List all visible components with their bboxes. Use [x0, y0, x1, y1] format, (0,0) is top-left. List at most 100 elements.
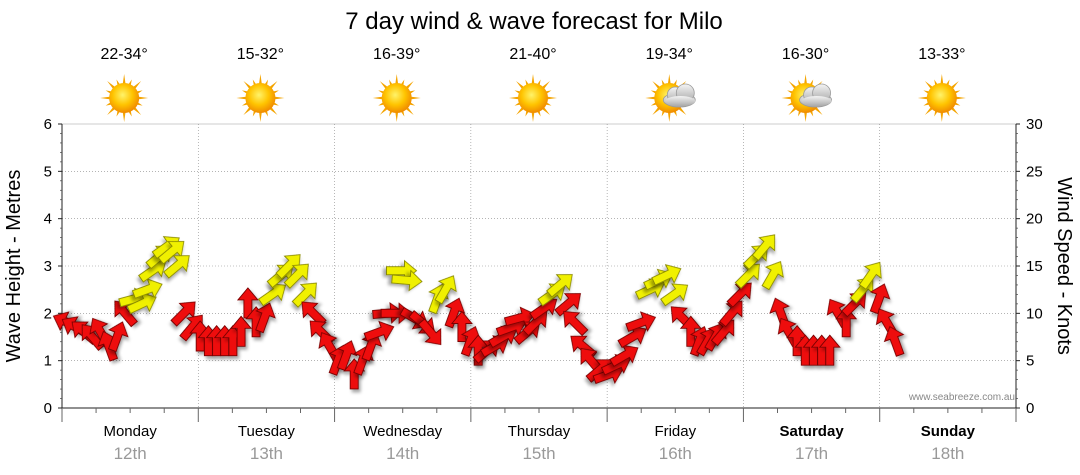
left-tick-label: 5	[44, 163, 52, 180]
day-date: 14th	[386, 444, 419, 463]
temp-range: 21-40°	[509, 46, 556, 63]
wind-arrow	[835, 306, 858, 338]
sun-ray	[395, 74, 399, 86]
left-tick-label: 4	[44, 211, 52, 228]
wind-arrow	[131, 278, 163, 299]
wind-arrow	[761, 261, 784, 291]
left-tick-label: 6	[44, 116, 52, 133]
partly-cloudy-icon	[645, 74, 696, 122]
cloud-part	[801, 96, 832, 106]
chart-title: 7 day wind & wave forecast for Milo	[345, 8, 723, 35]
wind-arrows	[52, 234, 905, 390]
sun-ray	[409, 96, 421, 100]
day-date: 15th	[522, 444, 555, 463]
day-name: Thursday	[508, 423, 571, 440]
day-header: 16-30°	[781, 46, 832, 122]
left-axis: 0 1 2 3 4 5 6	[44, 116, 63, 417]
sun-icon	[509, 74, 557, 122]
wind-arrow	[107, 321, 129, 353]
sun-disc	[926, 83, 957, 113]
wind-arrow	[363, 320, 395, 342]
sun-ray	[545, 96, 557, 100]
day-date: 13th	[250, 444, 283, 463]
wind-arrow	[710, 319, 735, 347]
wind-arrow	[283, 263, 309, 289]
sun-ray	[645, 96, 657, 100]
wind-arrow	[554, 293, 581, 317]
wind-arrow	[625, 311, 657, 332]
sun-ray	[258, 74, 262, 86]
temp-range: 16-30°	[782, 46, 829, 63]
day-header: 21-40°	[509, 46, 557, 122]
wind-arrow	[651, 264, 682, 286]
sun-disc	[245, 83, 276, 113]
right-tick-label: 10	[1026, 305, 1043, 322]
wind-arrow	[336, 340, 358, 372]
wind-arrow	[858, 261, 882, 290]
day-header: 22-34°	[100, 46, 149, 122]
sun-disc	[109, 83, 140, 113]
wind-arrow	[679, 315, 702, 347]
day-date: 12th	[114, 444, 147, 463]
wind-arrow	[417, 318, 442, 346]
right-tick-label: 15	[1026, 258, 1043, 275]
day-name: Wednesday	[363, 423, 442, 440]
wind-arrow	[450, 310, 473, 342]
day-header: 19-34°	[645, 46, 696, 122]
sun-ray	[667, 110, 671, 122]
day-header: 13-33°	[917, 46, 966, 122]
sun-ray	[395, 110, 399, 122]
wind-arrow	[563, 310, 589, 337]
sun-icon	[100, 74, 149, 122]
temp-range: 22-34°	[100, 46, 147, 63]
temp-range: 15-32°	[237, 46, 284, 63]
day-name: Tuesday	[238, 423, 295, 440]
wind-arrow	[883, 326, 905, 357]
sun-ray	[137, 96, 149, 100]
sun-disc	[381, 83, 412, 113]
wind-arrow	[434, 275, 457, 305]
wind-arrow	[869, 283, 891, 315]
sun-ray	[258, 110, 262, 122]
day-name: Sunday	[921, 423, 976, 440]
right-tick-label: 30	[1026, 116, 1043, 133]
wind-arrow	[546, 274, 573, 298]
sun-ray	[100, 96, 112, 100]
wind-arrow	[734, 263, 760, 289]
sun-ray	[531, 110, 535, 122]
wind-arrow	[391, 269, 423, 292]
wind-arrow	[255, 302, 276, 334]
right-tick-label: 5	[1026, 353, 1034, 370]
temp-range: 16-39°	[373, 46, 420, 63]
day-date: 16th	[659, 444, 692, 463]
day-name: Saturday	[779, 423, 844, 440]
right-tick-label: 25	[1026, 163, 1043, 180]
day-date: 18th	[931, 444, 964, 463]
wind-arrow	[660, 283, 689, 307]
sun-ray	[940, 110, 944, 122]
cloud	[799, 83, 832, 108]
day-headers: 22-34° 15-32° 16-39° 21-40° 19-34° 16-30° 13-3…	[100, 46, 966, 122]
wind-arrow	[163, 255, 190, 279]
wind-arrow	[726, 282, 752, 308]
sun-ray	[940, 74, 944, 86]
sun-ray	[804, 74, 808, 86]
wind-arrow	[818, 334, 841, 366]
cloud	[662, 83, 696, 108]
wind-arrow	[751, 234, 776, 262]
day-header: 16-39°	[372, 46, 421, 122]
sun-icon	[236, 74, 285, 122]
sun-ray	[372, 96, 384, 100]
cloud-part	[665, 96, 696, 106]
sun-ray	[236, 96, 248, 100]
left-tick-label: 0	[44, 400, 52, 417]
sun-ray	[781, 96, 793, 100]
right-tick-label: 20	[1026, 211, 1043, 228]
wind-arrow	[444, 297, 466, 329]
sun-ray	[917, 96, 929, 100]
partly-cloudy-icon	[781, 74, 832, 122]
sun-ray	[122, 74, 126, 86]
day-header: 15-32°	[236, 46, 285, 122]
right-tick-label: 0	[1026, 400, 1034, 417]
